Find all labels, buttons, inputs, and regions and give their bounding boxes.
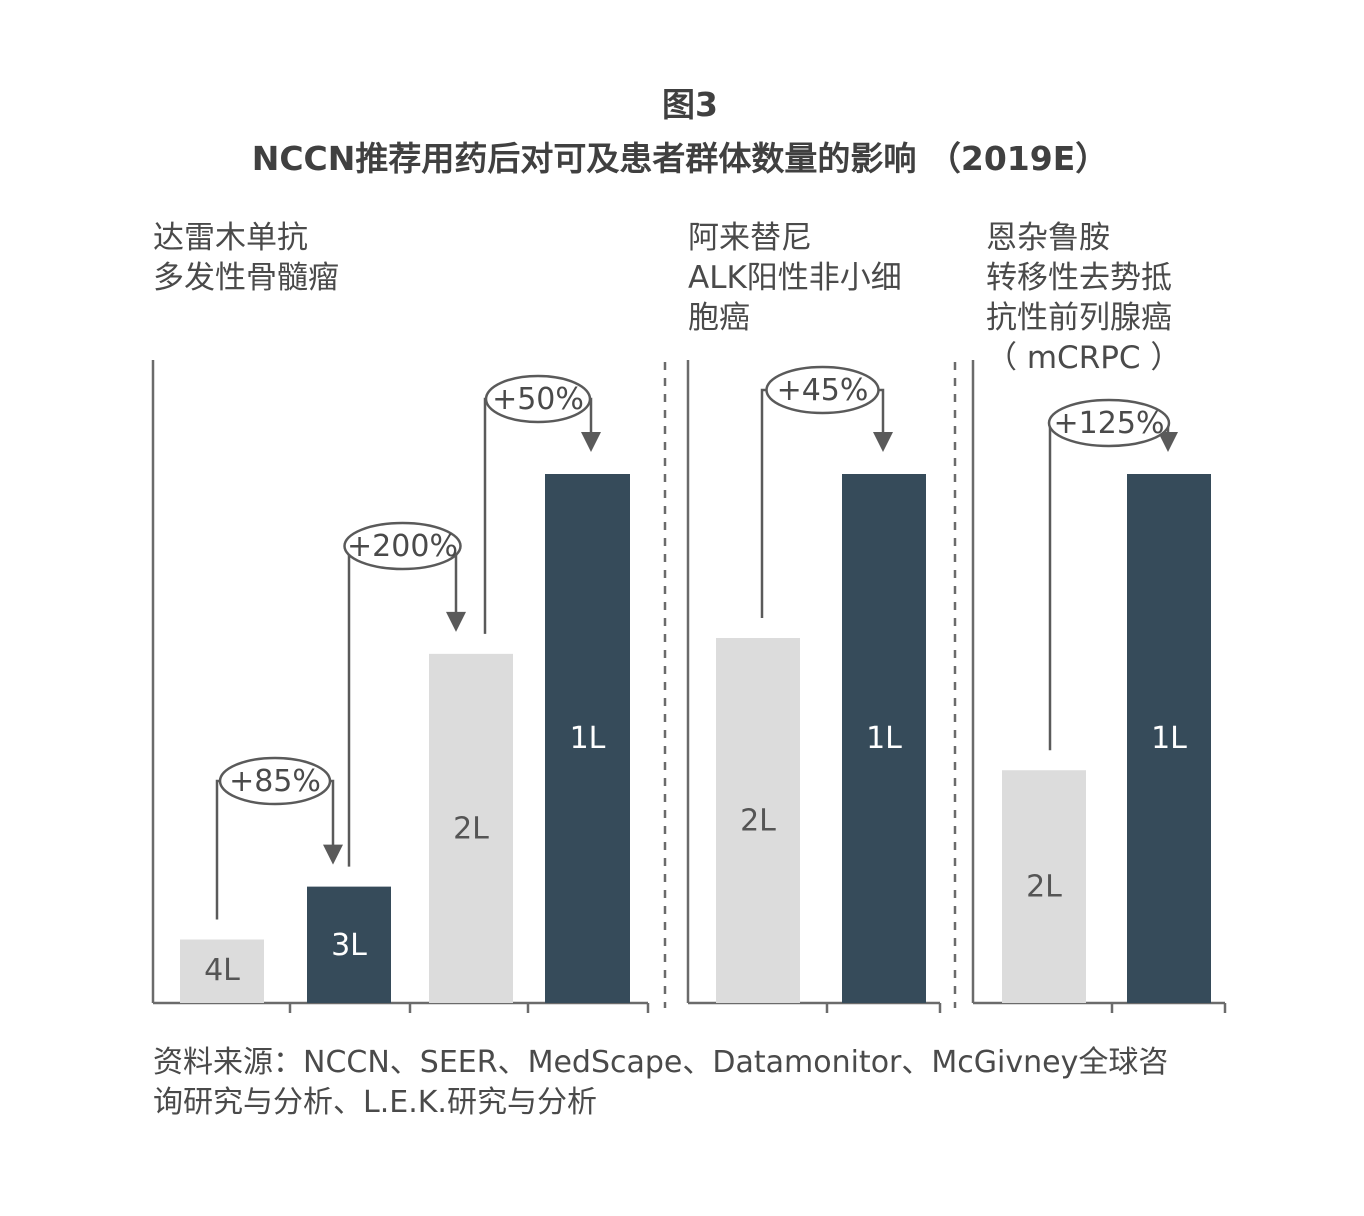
increase-connector: +50% xyxy=(483,374,601,634)
increase-connector: +200% xyxy=(343,521,466,867)
panel-label-line: 达雷木单抗 xyxy=(153,220,308,256)
bar-2L xyxy=(716,637,800,1003)
increase-connector: +85% xyxy=(215,756,343,920)
bar-4L xyxy=(180,939,264,1003)
bar-3L xyxy=(307,886,391,1003)
source-note-line-1: 资料来源：NCCN、SEER、MedScape、Datamonitor、McGi… xyxy=(153,1045,1168,1080)
bar-2L xyxy=(1002,770,1086,1003)
panel-label-line: 阿来替尼 xyxy=(688,220,812,256)
bar-1L xyxy=(1127,474,1211,1003)
panel-label-line: 胞癌 xyxy=(688,300,750,336)
arrow-down-icon xyxy=(1158,432,1178,452)
increase-oval xyxy=(765,365,880,415)
increase-label: +200% xyxy=(347,529,458,564)
bar-1L xyxy=(842,474,926,1003)
bar-label-2L: 2L xyxy=(1026,870,1062,905)
bar-label-1L: 1L xyxy=(570,721,606,756)
panel-label-line: （ mCRPC ） xyxy=(986,340,1181,376)
arrow-down-icon xyxy=(446,611,466,632)
increase-connector: +125% xyxy=(1047,398,1178,751)
bar-label-4L: 4L xyxy=(204,953,240,988)
panel-label-line: 抗性前列腺癌 xyxy=(986,300,1172,336)
increase-oval xyxy=(218,756,332,806)
chart-title-number: 图3 xyxy=(662,85,718,124)
chart-title: NCCN推荐用药后对可及患者群体数量的影响 （2019E） xyxy=(252,139,1109,178)
increase-label: +50% xyxy=(492,382,584,417)
bar-label-2L: 2L xyxy=(453,811,489,846)
panel-label-line: ALK阳性非小细 xyxy=(688,260,902,296)
arrow-down-icon xyxy=(323,844,343,865)
panel-label-line: 转移性去势抵 xyxy=(986,260,1172,296)
bar-2L xyxy=(429,653,513,1003)
increase-oval xyxy=(1047,398,1171,448)
increase-label: +125% xyxy=(1054,406,1165,441)
panel-label-line: 恩杂鲁胺 xyxy=(986,220,1110,256)
bar-label-1L: 1L xyxy=(1151,721,1187,756)
increase-label: +85% xyxy=(229,764,321,799)
increase-oval xyxy=(484,374,592,424)
increase-oval xyxy=(343,521,462,571)
increase-connector: +45% xyxy=(760,365,893,618)
bar-1L xyxy=(545,474,630,1003)
bar-label-2L: 2L xyxy=(740,803,776,838)
increase-label: +45% xyxy=(777,373,869,408)
arrow-down-icon xyxy=(581,432,601,452)
source-note-line-2: 询研究与分析、L.E.K.研究与分析 xyxy=(153,1085,597,1120)
bar-label-1L: 1L xyxy=(866,721,902,756)
arrow-down-icon xyxy=(873,432,893,452)
bar-label-3L: 3L xyxy=(331,928,367,963)
panel-label-line: 多发性骨髓瘤 xyxy=(153,260,339,296)
